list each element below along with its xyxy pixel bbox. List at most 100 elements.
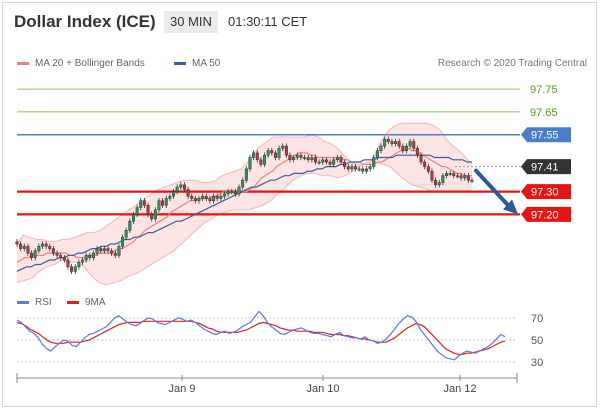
legend-rsi-label: RSI — [35, 297, 52, 308]
candle — [357, 168, 361, 171]
candle — [248, 157, 252, 170]
candle — [106, 248, 110, 252]
candle — [426, 166, 430, 172]
candle — [299, 154, 303, 158]
candle — [37, 246, 41, 252]
candle — [146, 205, 150, 215]
level-tag-text-97.20: 97.20 — [531, 209, 559, 221]
candle — [102, 248, 106, 252]
candle — [292, 157, 296, 161]
candle — [51, 248, 55, 254]
candle — [295, 154, 299, 158]
candle — [281, 145, 285, 149]
legend-rsi: RSI — [17, 297, 52, 308]
candle — [91, 252, 95, 258]
candle — [226, 191, 230, 195]
candle — [346, 166, 350, 170]
level-tag-97.30 — [521, 184, 571, 200]
candle — [84, 255, 88, 261]
credit-text: Research © 2020 Trading Central — [437, 58, 587, 69]
candle — [448, 173, 452, 175]
candle — [77, 261, 81, 268]
time-tick-label-2: Jan 12 — [443, 383, 476, 395]
timeframe-badge[interactable]: 30 MIN — [164, 11, 218, 33]
level-tag-text-97.30: 97.30 — [531, 187, 559, 199]
candle — [321, 159, 325, 163]
candle — [313, 157, 317, 163]
candle — [372, 157, 376, 167]
candle — [277, 148, 281, 158]
candle — [70, 266, 74, 272]
candle — [212, 195, 216, 202]
candle — [117, 246, 121, 256]
candle — [288, 154, 292, 161]
candle — [459, 175, 463, 179]
candle — [397, 141, 401, 147]
candle — [452, 173, 456, 176]
candle — [182, 184, 186, 190]
candle — [113, 252, 117, 256]
ma50-line — [16, 154, 472, 272]
candle — [161, 200, 165, 206]
candle — [193, 198, 197, 202]
candle — [26, 246, 30, 254]
candle — [15, 241, 19, 245]
candle — [142, 200, 146, 206]
candle — [284, 145, 288, 156]
candle — [273, 152, 277, 158]
level-tag-97.20 — [521, 206, 571, 222]
candle — [153, 209, 157, 220]
candle — [201, 195, 205, 199]
level-tag-97.55 — [521, 127, 571, 143]
candle — [215, 195, 219, 199]
rsi-tick-30: 30 — [531, 357, 543, 369]
legend-bollinger-label: MA 20 + Bollinger Bands — [35, 58, 145, 69]
candle — [237, 186, 241, 195]
candle — [354, 166, 358, 170]
candle — [233, 191, 237, 195]
candle — [95, 248, 99, 254]
candle — [208, 198, 212, 202]
candle — [470, 179, 474, 182]
candle — [33, 250, 37, 258]
candle — [110, 250, 114, 254]
candle — [263, 154, 267, 165]
candle — [252, 152, 256, 158]
level-tag-text-97.55: 97.55 — [531, 130, 559, 142]
candle — [175, 186, 179, 192]
candle — [310, 157, 314, 161]
candle — [44, 243, 48, 247]
candle — [219, 195, 223, 199]
candle — [172, 191, 176, 197]
legend-rsi-swatch — [17, 301, 29, 304]
candle — [179, 184, 183, 188]
candle — [131, 214, 135, 222]
candle — [40, 243, 44, 247]
candle — [230, 191, 234, 194]
candle — [241, 179, 245, 188]
candle — [339, 157, 343, 163]
candle — [62, 257, 66, 261]
candle — [66, 259, 70, 268]
rsi-line — [16, 310, 506, 361]
candle — [455, 175, 459, 178]
candle — [55, 252, 59, 256]
candle — [390, 141, 394, 145]
candle — [139, 200, 143, 208]
candle — [266, 150, 270, 156]
candle — [317, 161, 321, 164]
candle — [437, 182, 441, 186]
level-tag-text-97.41: 97.41 — [531, 162, 559, 174]
candle — [121, 236, 125, 247]
candle — [150, 214, 154, 220]
candle — [419, 154, 423, 163]
candle — [401, 145, 405, 151]
rsi-tick-70: 70 — [531, 313, 543, 325]
candle — [368, 166, 372, 170]
candle — [412, 141, 416, 149]
candle — [335, 157, 339, 161]
legend-ma50-swatch — [174, 62, 186, 65]
candle — [303, 157, 307, 159]
candle — [30, 252, 34, 258]
